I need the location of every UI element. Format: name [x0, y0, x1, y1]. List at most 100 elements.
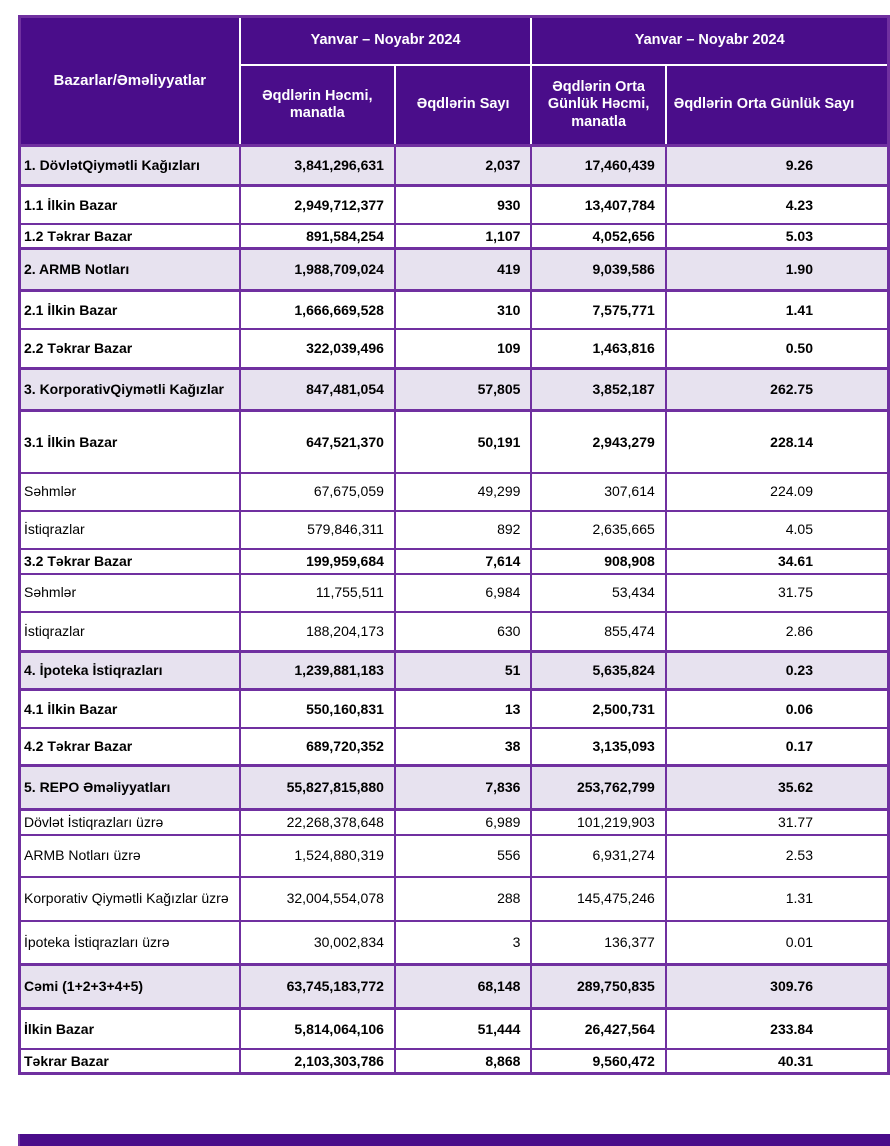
cell-value: 40.31: [664, 1047, 890, 1075]
period-header-daily-group: Yanvar – Noyabr 2024: [530, 15, 890, 66]
cell-value: 5,635,824: [530, 650, 667, 691]
table-row: 3. KorporativQiymətli Kağızlar 847,481,05…: [18, 367, 890, 412]
cell-value: 847,481,054: [238, 367, 396, 412]
cell-value: 57,805: [393, 367, 533, 412]
table-row: Səhmlər 67,675,059 49,299 307,614 224.09: [18, 471, 890, 512]
securities-market-table: Bazarlar/Əməliyyatlar Yanvar – Noyabr 20…: [18, 15, 890, 1075]
cell-value: 101,219,903: [530, 808, 667, 836]
cell-value: 68,148: [393, 963, 533, 1010]
cell-value: 2.53: [664, 833, 890, 878]
table-row: 4.1 İlkin Bazar 550,160,831 13 2,500,731 0.0…: [18, 688, 890, 729]
cell-value: 1,107: [393, 222, 533, 250]
row-label: Korporativ Qiymətli Kağızlar üzrə: [18, 875, 241, 922]
cell-value: 233.84: [664, 1007, 890, 1050]
cell-value: 307,614: [530, 471, 667, 512]
cell-value: 50,191: [393, 409, 533, 474]
cell-value: 689,720,352: [238, 726, 396, 767]
cell-value: 1,239,881,183: [238, 650, 396, 691]
row-label: 4. İpoteka İstiqrazları: [18, 650, 241, 691]
cell-value: 35.62: [664, 764, 890, 811]
cell-value: 145,475,246: [530, 875, 667, 922]
cell-value: 1.41: [664, 289, 890, 330]
cell-value: 930: [393, 184, 533, 225]
cell-value: 38: [393, 726, 533, 767]
cell-value: 4.23: [664, 184, 890, 225]
cell-value: 6,931,274: [530, 833, 667, 878]
cell-value: 0.50: [664, 327, 890, 370]
table-row: 1.2 Təkrar Bazar 891,584,254 1,107 4,052,65…: [18, 222, 890, 250]
cell-value: 253,762,799: [530, 764, 667, 811]
table-row: 3.2 Təkrar Bazar 199,959,684 7,614 908,908 3…: [18, 547, 890, 575]
table-row: Təkrar Bazar 2,103,303,786 8,868 9,560,472 4…: [18, 1047, 890, 1075]
row-label: 3.1 İlkin Bazar: [18, 409, 241, 474]
cell-value: 22,268,378,648: [238, 808, 396, 836]
cell-value: 53,434: [530, 572, 667, 613]
cell-value: 2,500,731: [530, 688, 667, 729]
cell-value: 2.86: [664, 610, 890, 653]
table-row: 4. İpoteka İstiqrazları 1,239,881,183 51 5,…: [18, 650, 890, 691]
cell-value: 1,463,816: [530, 327, 667, 370]
row-label: 4.2 Təkrar Bazar: [18, 726, 241, 767]
cell-value: 3,135,093: [530, 726, 667, 767]
cell-value: 322,039,496: [238, 327, 396, 370]
cell-value: 109: [393, 327, 533, 370]
cell-value: 5,814,064,106: [238, 1007, 396, 1050]
cell-value: 51,444: [393, 1007, 533, 1050]
table-row: Cəmi (1+2+3+4+5) 63,745,183,772 68,148 289,…: [18, 963, 890, 1010]
cell-value: 288: [393, 875, 533, 922]
cell-value: 9.26: [664, 144, 890, 187]
table-row: 1. DövlətQiymətli Kağızları 3,841,296,631…: [18, 144, 890, 187]
table-row: 5. REPO Əməliyyatları 55,827,815,880 7,836…: [18, 764, 890, 811]
cell-value: 1,666,669,528: [238, 289, 396, 330]
cell-value: 8,868: [393, 1047, 533, 1075]
cell-value: 0.06: [664, 688, 890, 729]
column-header-avg-daily-volume: Əqdlərin Orta Günlük Həcmi, manatla: [530, 64, 667, 147]
cell-value: 49,299: [393, 471, 533, 512]
cell-value: 1.31: [664, 875, 890, 922]
period-header-row: Bazarlar/Əməliyyatlar Yanvar – Noyabr 20…: [18, 15, 890, 147]
row-label: Səhmlər: [18, 471, 241, 512]
column-header-deal-volume: Əqdlərin Həcmi, manatla: [238, 64, 396, 147]
cell-value: 550,160,831: [238, 688, 396, 729]
cell-value: 55,827,815,880: [238, 764, 396, 811]
row-label: ARMB Notları üzrə: [18, 833, 241, 878]
table-row: Səhmlər 11,755,511 6,984 53,434 31.75: [18, 572, 890, 613]
table-body: 1. DövlətQiymətli Kağızları 3,841,296,631…: [18, 144, 890, 1075]
cell-value: 556: [393, 833, 533, 878]
cell-value: 7,575,771: [530, 289, 667, 330]
row-label: 2. ARMB Notları: [18, 247, 241, 292]
cell-value: 31.77: [664, 808, 890, 836]
row-label: 2.2 Təkrar Bazar: [18, 327, 241, 370]
cell-value: 51: [393, 650, 533, 691]
row-label: Təkrar Bazar: [18, 1047, 241, 1075]
cell-value: 188,204,173: [238, 610, 396, 653]
cell-value: 262.75: [664, 367, 890, 412]
cell-value: 630: [393, 610, 533, 653]
table-row: Dövlət İstiqrazları üzrə 22,268,378,648 6,…: [18, 808, 890, 836]
cell-value: 855,474: [530, 610, 667, 653]
cell-value: 2,943,279: [530, 409, 667, 474]
period-header-volume-group: Yanvar – Noyabr 2024: [238, 15, 533, 66]
column-header-row: Əqdlərin Həcmi, manatla Əqdlərin Sayı Əq…: [20, 64, 890, 147]
cell-value: 4.05: [664, 509, 890, 550]
table-row: Korporativ Qiymətli Kağızlar üzrə 32,004,…: [18, 875, 890, 922]
cell-value: 1.90: [664, 247, 890, 292]
table-row: 3.1 İlkin Bazar 647,521,370 50,191 2,943,27…: [18, 409, 890, 474]
cell-value: 199,959,684: [238, 547, 396, 575]
table-row: 2.2 Təkrar Bazar 322,039,496 109 1,463,816 0…: [18, 327, 890, 370]
cell-value: 1,524,880,319: [238, 833, 396, 878]
cell-value: 2,037: [393, 144, 533, 187]
cell-value: 17,460,439: [530, 144, 667, 187]
column-header-avg-daily-count: Əqdlərin Orta Günlük Sayı: [664, 64, 890, 147]
cell-value: 647,521,370: [238, 409, 396, 474]
cell-value: 0.23: [664, 650, 890, 691]
cell-value: 228.14: [664, 409, 890, 474]
table-row: İlkin Bazar 5,814,064,106 51,444 26,427,564…: [18, 1007, 890, 1050]
column-header-deal-count: Əqdlərin Sayı: [393, 64, 533, 147]
cell-value: 6,989: [393, 808, 533, 836]
row-label: 4.1 İlkin Bazar: [18, 688, 241, 729]
table-row: 2. ARMB Notları 1,988,709,024 419 9,039,586…: [18, 247, 890, 292]
cell-value: 224.09: [664, 471, 890, 512]
cell-value: 31.75: [664, 572, 890, 613]
